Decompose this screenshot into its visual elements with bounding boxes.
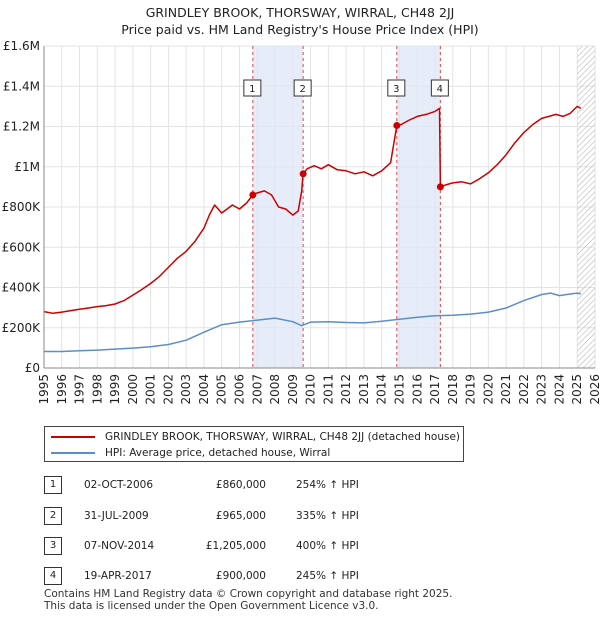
x-tick-label: 2010 [304, 374, 318, 405]
x-tick-label: 2021 [499, 374, 513, 405]
forecast-hatch [577, 46, 595, 368]
legend-label-hpi: HPI: Average price, detached house, Wirr… [105, 447, 331, 459]
y-tick-label: £1.4M [3, 79, 40, 93]
transaction-date: 19-APR-2017 [84, 570, 152, 582]
x-tick-label: 2017 [428, 374, 442, 405]
sale-point [299, 170, 307, 178]
x-tick-label: 2016 [410, 374, 424, 405]
x-tick-label: 2015 [392, 374, 406, 405]
sale-label-box [387, 79, 406, 97]
x-tick-label: 2008 [268, 374, 282, 405]
x-tick-label: 2020 [481, 374, 495, 405]
y-tick-label: £1.2M [3, 120, 40, 134]
x-tick-label: 2001 [144, 374, 158, 405]
x-tick-label: 2024 [552, 374, 566, 405]
footer-line1: Contains HM Land Registry data © Crown c… [44, 588, 453, 600]
x-tick-label: 2026 [588, 374, 600, 405]
footer-attribution: Contains HM Land Registry data © Crown c… [44, 588, 452, 612]
chart-title-line2: Price paid vs. HM Land Registry's House … [121, 22, 479, 37]
x-tick-label: 2019 [464, 374, 478, 405]
x-tick-label: 2005 [215, 374, 229, 405]
x-tick-label: 1995 [37, 374, 51, 405]
x-tick-label: 2000 [126, 374, 140, 405]
transaction-number: 3 [44, 537, 62, 555]
y-tick-label: £1M [14, 160, 40, 174]
transaction-price: £965,000 [215, 510, 266, 522]
sale-label-box [293, 79, 312, 97]
x-tick-label: 2002 [161, 374, 175, 405]
transaction-hpi-change: 245% ↑ HPI [296, 570, 359, 582]
y-tick-label: £800K [2, 200, 42, 214]
table-row: 3 07-NOV-2014 £1,205,000 400% ↑ HPI [44, 537, 564, 555]
sale-label-number: 2 [299, 84, 305, 95]
x-tick-label: 2023 [535, 374, 549, 405]
x-tick-label: 2003 [179, 374, 193, 405]
x-tick-label: 1996 [55, 374, 69, 405]
transaction-number: 4 [44, 567, 62, 585]
x-tick-label: 2014 [375, 374, 389, 405]
transaction-price: £860,000 [215, 479, 266, 491]
x-tick-label: 2009 [286, 374, 300, 405]
x-tick-label: 2006 [233, 374, 247, 405]
ownership-shade [396, 46, 441, 368]
x-tick-label: 2022 [517, 374, 531, 405]
x-tick-label: 2004 [197, 374, 211, 405]
transaction-price: £900,000 [215, 570, 266, 582]
sale-point [393, 121, 401, 129]
x-tick-label: 2007 [250, 374, 264, 405]
transaction-number: 2 [44, 507, 62, 525]
x-tick-label: 2013 [357, 374, 371, 405]
table-row: 1 02-OCT-2006 £860,000 254% ↑ HPI [44, 476, 564, 494]
transaction-hpi-change: 400% ↑ HPI [296, 540, 359, 552]
chart-title-line1: GRINDLEY BROOK, THORSWAY, WIRRAL, CH48 2… [145, 5, 455, 20]
transaction-hpi-change: 254% ↑ HPI [296, 479, 359, 491]
price-chart: 1 2 3 4 £0 £200K £400K £600K £800K £1M £1.2M £1.4M… [2, 39, 600, 405]
legend-swatch-hpi [51, 452, 95, 454]
y-tick-label: £600K [2, 240, 42, 254]
sale-label-number: 4 [437, 84, 443, 95]
sale-label-box [430, 79, 449, 97]
transaction-date: 31-JUL-2009 [84, 510, 149, 522]
sale-point [249, 191, 257, 199]
transaction-number: 1 [44, 476, 62, 494]
x-tick-label: 2025 [570, 374, 584, 405]
transaction-price: £1,205,000 [205, 540, 266, 552]
sale-label-box [243, 79, 262, 97]
x-tick-label: 1997 [73, 374, 87, 405]
transaction-date: 07-NOV-2014 [84, 540, 155, 552]
table-row: 2 31-JUL-2009 £965,000 335% ↑ HPI [44, 507, 564, 525]
y-tick-label: £200K [2, 321, 42, 335]
sale-point [436, 183, 444, 191]
x-tick-label: 1999 [108, 374, 122, 405]
table-row: 4 19-APR-2017 £900,000 245% ↑ HPI [44, 567, 564, 585]
y-tick-label: £400K [2, 281, 42, 295]
legend-swatch-property [51, 436, 95, 438]
x-tick-label: 2011 [321, 374, 335, 405]
transaction-date: 02-OCT-2006 [84, 479, 153, 491]
hpi-line [44, 292, 581, 353]
x-tick-label: 1998 [90, 374, 104, 405]
footer-line2: This data is licensed under the Open Gov… [44, 600, 379, 612]
x-tick-label: 2012 [339, 374, 353, 405]
x-tick-label: 2018 [446, 374, 460, 405]
sale-label-number: 1 [249, 84, 255, 95]
chart-title: GRINDLEY BROOK, THORSWAY, WIRRAL, CH48 2… [0, 4, 600, 38]
transaction-hpi-change: 335% ↑ HPI [296, 510, 359, 522]
sale-label-number: 3 [393, 84, 399, 95]
legend-label-property: GRINDLEY BROOK, THORSWAY, WIRRAL, CH48 2… [105, 431, 461, 443]
property-price-line [43, 105, 582, 315]
legend: GRINDLEY BROOK, THORSWAY, WIRRAL, CH48 2… [44, 426, 464, 462]
y-tick-label: £0 [25, 361, 40, 375]
y-tick-label: £1.6M [3, 39, 40, 53]
